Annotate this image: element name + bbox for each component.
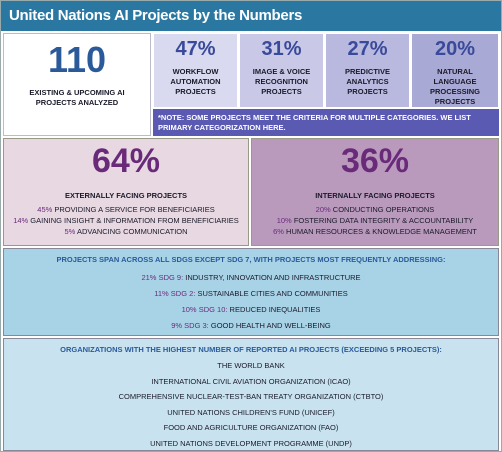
category-box: 20% NATURAL LANGUAGE PROCESSING PROJECTS: [411, 33, 499, 108]
category-percent: 27%: [347, 38, 388, 60]
sdg-item: 9% SDG 3: GOOD HEALTH AND WELL-BEING: [4, 318, 498, 334]
org-item: UNITED NATIONS CHILDREN'S FUND (UNICEF): [167, 407, 335, 417]
category-label: IMAGE & VOICE RECOGNITION PROJECTS: [252, 67, 311, 96]
facing-percent: 36%: [340, 142, 410, 180]
category-label: WORKFLOW AUTOMATION PROJECTS: [170, 67, 221, 96]
sdg-number: SDG 2:: [170, 289, 196, 298]
facing-box: 36% INTERNALLY FACING PROJECTS 20% CONDUCT…: [251, 138, 499, 246]
note: *NOTE: SOME PROJECTS MEET THE CRITERIA F…: [153, 109, 499, 136]
sdg-percent: 11%: [154, 289, 169, 298]
sdg-text: INDUSTRY, INNOVATION AND INFRASTRUCTURE: [185, 273, 361, 282]
category-label: PREDICTIVE ANALYTICS PROJECTS: [344, 67, 390, 96]
item-percent: 10%: [276, 216, 292, 225]
item-text: HUMAN RESOURCES & KNOWLEDGE MANAGEMENT: [286, 227, 477, 236]
category-percent: 47%: [175, 38, 216, 60]
summary-value: 110: [47, 39, 107, 80]
sdg-text: GOOD HEALTH AND WELL-BEING: [210, 321, 331, 330]
facing-item: 20% CONDUCTING OPERATIONS: [252, 204, 498, 215]
category-box: 31% IMAGE & VOICE RECOGNITION PROJECTS: [239, 33, 324, 108]
sdg-title: PROJECTS SPAN ACROSS ALL SDGS EXCEPT SDG…: [56, 255, 446, 264]
sdg-text: REDUCED INEQUALITIES: [229, 305, 321, 314]
sdg-text: SUSTAINABLE CITIES AND COMMUNITIES: [197, 289, 348, 298]
item-text: PROVIDING A SERVICE FOR BENEFICIARIES: [54, 205, 215, 214]
facing-box: 64% EXTERNALLY FACING PROJECTS 45% PROVIDI…: [3, 138, 249, 246]
item-percent: 6%: [273, 227, 284, 236]
facing-title: EXTERNALLY FACING PROJECTS: [64, 191, 188, 200]
org-box: ORGANIZATIONS WITH THE HIGHEST NUMBER OF…: [3, 338, 499, 451]
sdg-percent: 10%: [181, 305, 197, 314]
sdg-number: SDG 9:: [158, 273, 184, 282]
sdg-percent: 21%: [141, 273, 157, 282]
sdg-item: 11% SDG 2: SUSTAINABLE CITIES AND COMMUN…: [4, 286, 498, 302]
category-box: 47% WORKFLOW AUTOMATION PROJECTS: [153, 33, 238, 108]
facing-item: 6% HUMAN RESOURCES & KNOWLEDGE MANAGEMEN…: [252, 226, 498, 237]
org-item: COMPREHENSIVE NUCLEAR-TEST-BAN TREATY OR…: [118, 392, 384, 401]
category-box: 27% PREDICTIVE ANALYTICS PROJECTS: [325, 33, 410, 108]
category-percent: 20%: [434, 38, 476, 60]
item-percent: 14%: [13, 216, 29, 225]
org-item: FOOD AND AGRICULTURE ORGANIZATION (FAO): [163, 423, 339, 432]
category-percent: 31%: [261, 38, 302, 60]
item-text: FOSTERING DATA INTEGRITY & ACCOUNTABILIT…: [293, 216, 474, 225]
category-label: NATURAL LANGUAGE PROCESSING PROJECTS: [429, 67, 480, 106]
facing-item: 14% GAINING INSIGHT & INFORMATION FROM B…: [4, 215, 248, 226]
facing-title: INTERNALLY FACING PROJECTS: [315, 191, 435, 200]
org-item: THE WORLD BANK: [217, 361, 285, 370]
facing-item: 45% PROVIDING A SERVICE FOR BENEFICIARIE…: [4, 204, 248, 215]
facing-item: 5% ADVANCING COMMUNICATION: [4, 226, 248, 237]
org-item: INTERNATIONAL CIVIL AVIATION ORGANIZATIO…: [151, 376, 351, 386]
summary-label: EXISTING & UPCOMING AI PROJECTS ANALYZED: [29, 88, 125, 107]
item-percent: 20%: [315, 205, 331, 214]
item-percent: 45%: [37, 205, 53, 214]
facing-item: 10% FOSTERING DATA INTEGRITY & ACCOUNTAB…: [252, 215, 498, 226]
sdg-item: 10% SDG 10: REDUCED INEQUALITIES: [4, 302, 498, 318]
summary-box: 110 EXISTING & UPCOMING AI PROJECTS ANALY…: [3, 33, 151, 136]
org-item: UNITED NATIONS DEVELOPMENT PROGRAMME (UN…: [150, 438, 352, 448]
sdg-box: PROJECTS SPAN ACROSS ALL SDGS EXCEPT SDG…: [3, 248, 499, 336]
item-text: GAINING INSIGHT & INFORMATION FROM BENEF…: [30, 216, 239, 225]
item-text: CONDUCTING OPERATIONS: [332, 205, 435, 214]
sdg-number: SDG 3:: [184, 321, 209, 330]
header-title: United Nations AI Projects by the Number…: [1, 1, 501, 31]
sdg-number: SDG 10:: [198, 305, 228, 314]
item-percent: 5%: [64, 227, 76, 236]
item-text: ADVANCING COMMUNICATION: [76, 227, 188, 236]
sdg-percent: 9%: [171, 321, 183, 330]
facing-percent: 64%: [91, 142, 161, 180]
org-title: ORGANIZATIONS WITH THE HIGHEST NUMBER OF…: [60, 345, 442, 354]
sdg-item: 21% SDG 9: INDUSTRY, INNOVATION AND INFR…: [4, 270, 498, 286]
